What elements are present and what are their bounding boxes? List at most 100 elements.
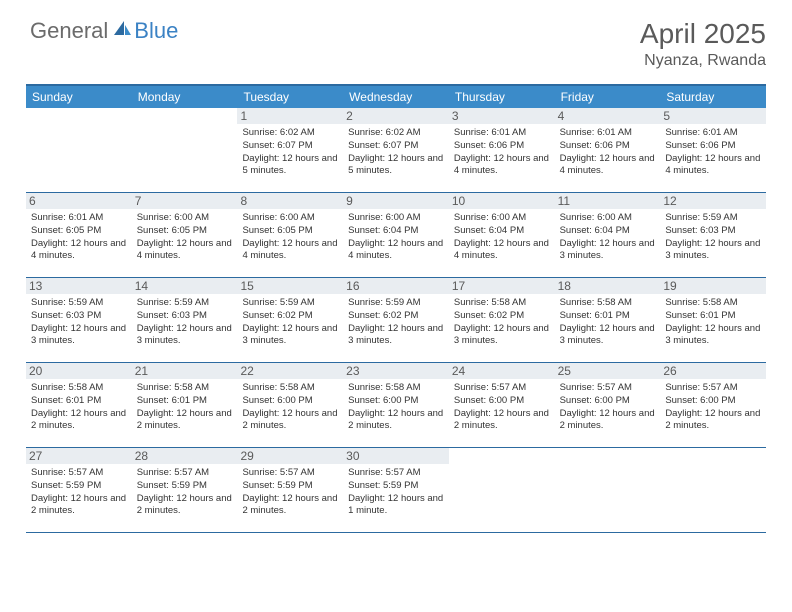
day-cell: 18 Sunrise: 5:58 AMSunset: 6:01 PMDayligh… xyxy=(555,278,661,362)
day-cell: 27 Sunrise: 5:57 AMSunset: 5:59 PMDayligh… xyxy=(26,448,132,532)
day-number: 5 xyxy=(660,108,766,124)
day-content: Sunrise: 5:59 AMSunset: 6:02 PMDaylight:… xyxy=(242,297,338,348)
day-content: Sunrise: 5:58 AMSunset: 6:01 PMDaylight:… xyxy=(31,382,127,433)
day-number: 26 xyxy=(660,363,766,379)
day-number: 28 xyxy=(132,448,238,464)
day-number: 12 xyxy=(660,193,766,209)
day-cell: 25Sunrise: 5:57 AMSunset: 6:00 PMDayligh… xyxy=(555,363,661,447)
day-content: Sunrise: 6:01 AMSunset: 6:06 PMDaylight:… xyxy=(665,127,761,178)
location-label: Nyanza, Rwanda xyxy=(640,52,766,70)
day-number: 19 xyxy=(660,278,766,294)
day-content: Sunrise: 6:00 AMSunset: 6:05 PMDaylight:… xyxy=(242,212,338,263)
day-content: Sunrise: 6:00 AMSunset: 6:04 PMDaylight:… xyxy=(560,212,656,263)
day-number: 30 xyxy=(343,448,449,464)
day-number: 16 xyxy=(343,278,449,294)
day-content: Sunrise: 6:00 AMSunset: 6:04 PMDaylight:… xyxy=(348,212,444,263)
day-cell: 8Sunrise: 6:00 AMSunset: 6:05 PMDaylight… xyxy=(237,193,343,277)
day-number: 6 xyxy=(26,193,132,209)
day-number: 2 xyxy=(343,108,449,124)
day-number: 29 xyxy=(237,448,343,464)
day-number: 4 xyxy=(555,108,661,124)
day-content: Sunrise: 5:58 AMSunset: 6:01 PMDaylight:… xyxy=(560,297,656,348)
day-cell: 14Sunrise: 5:59 AMSunset: 6:03 PMDayligh… xyxy=(132,278,238,362)
day-content: Sunrise: 5:58 AMSunset: 6:02 PMDaylight:… xyxy=(454,297,550,348)
logo-text-blue: Blue xyxy=(134,18,178,44)
day-number: 22 xyxy=(237,363,343,379)
day-content: Sunrise: 5:58 AMSunset: 6:00 PMDaylight:… xyxy=(242,382,338,433)
day-cell xyxy=(660,448,766,532)
day-content: Sunrise: 5:59 AMSunset: 6:03 PMDaylight:… xyxy=(31,297,127,348)
day-content: Sunrise: 5:57 AMSunset: 6:00 PMDaylight:… xyxy=(665,382,761,433)
dow-cell: Saturday xyxy=(660,86,766,108)
day-cell: 16 Sunrise: 5:59 AMSunset: 6:02 PMDayligh… xyxy=(343,278,449,362)
day-cell: 15 Sunrise: 5:59 AMSunset: 6:02 PMDayligh… xyxy=(237,278,343,362)
day-cell: 3 Sunrise: 6:01 AMSunset: 6:06 PMDaylight… xyxy=(449,108,555,192)
week-row: 27 Sunrise: 5:57 AMSunset: 5:59 PMDayligh… xyxy=(26,448,766,533)
day-cell: 17 Sunrise: 5:58 AMSunset: 6:02 PMDayligh… xyxy=(449,278,555,362)
day-cell: 11Sunrise: 6:00 AMSunset: 6:04 PMDayligh… xyxy=(555,193,661,277)
day-cell: 24 Sunrise: 5:57 AMSunset: 6:00 PMDayligh… xyxy=(449,363,555,447)
dow-cell: Tuesday xyxy=(237,86,343,108)
day-content: Sunrise: 5:57 AMSunset: 5:59 PMDaylight:… xyxy=(242,467,338,518)
week-row: 20Sunrise: 5:58 AMSunset: 6:01 PMDayligh… xyxy=(26,363,766,448)
day-cell: 20Sunrise: 5:58 AMSunset: 6:01 PMDayligh… xyxy=(26,363,132,447)
day-cell: 13 Sunrise: 5:59 AMSunset: 6:03 PMDayligh… xyxy=(26,278,132,362)
day-cell xyxy=(132,108,238,192)
day-number: 23 xyxy=(343,363,449,379)
day-number: 15 xyxy=(237,278,343,294)
day-cell: 10Sunrise: 6:00 AMSunset: 6:04 PMDayligh… xyxy=(449,193,555,277)
day-content: Sunrise: 5:57 AMSunset: 6:00 PMDaylight:… xyxy=(560,382,656,433)
day-content: Sunrise: 6:00 AMSunset: 6:04 PMDaylight:… xyxy=(454,212,550,263)
month-title: April 2025 xyxy=(640,18,766,50)
day-cell: 29 Sunrise: 5:57 AMSunset: 5:59 PMDayligh… xyxy=(237,448,343,532)
day-content: Sunrise: 5:59 AMSunset: 6:03 PMDaylight:… xyxy=(665,212,761,263)
day-cell: 1 Sunrise: 6:02 AMSunset: 6:07 PMDaylight… xyxy=(237,108,343,192)
day-cell: 23 Sunrise: 5:58 AMSunset: 6:00 PMDayligh… xyxy=(343,363,449,447)
day-number: 18 xyxy=(555,278,661,294)
day-content: Sunrise: 6:02 AMSunset: 6:07 PMDaylight:… xyxy=(242,127,338,178)
dow-cell: Thursday xyxy=(449,86,555,108)
day-content: Sunrise: 5:58 AMSunset: 6:00 PMDaylight:… xyxy=(348,382,444,433)
day-number: 13 xyxy=(26,278,132,294)
week-row: 6 Sunrise: 6:01 AMSunset: 6:05 PMDaylight… xyxy=(26,193,766,278)
logo-text-general: General xyxy=(30,18,108,44)
dow-cell: Friday xyxy=(555,86,661,108)
day-number: 1 xyxy=(237,108,343,124)
day-content: Sunrise: 6:01 AMSunset: 6:06 PMDaylight:… xyxy=(560,127,656,178)
day-content: Sunrise: 5:57 AMSunset: 5:59 PMDaylight:… xyxy=(137,467,233,518)
dow-cell: Sunday xyxy=(26,86,132,108)
logo-sail-icon xyxy=(112,19,132,44)
day-cell: 4 Sunrise: 6:01 AMSunset: 6:06 PMDaylight… xyxy=(555,108,661,192)
day-cell xyxy=(449,448,555,532)
day-content: Sunrise: 5:59 AMSunset: 6:02 PMDaylight:… xyxy=(348,297,444,348)
day-number: 27 xyxy=(26,448,132,464)
dow-cell: Monday xyxy=(132,86,238,108)
week-row: 13 Sunrise: 5:59 AMSunset: 6:03 PMDayligh… xyxy=(26,278,766,363)
header: General Blue April 2025 Nyanza, Rwanda xyxy=(0,0,792,78)
day-content: Sunrise: 5:58 AMSunset: 6:01 PMDaylight:… xyxy=(665,297,761,348)
logo: General Blue xyxy=(30,18,178,44)
day-cell: 30 Sunrise: 5:57 AMSunset: 5:59 PMDayligh… xyxy=(343,448,449,532)
day-number: 3 xyxy=(449,108,555,124)
day-content: Sunrise: 6:02 AMSunset: 6:07 PMDaylight:… xyxy=(348,127,444,178)
day-content: Sunrise: 6:01 AMSunset: 6:06 PMDaylight:… xyxy=(454,127,550,178)
day-number: 9 xyxy=(343,193,449,209)
day-content: Sunrise: 6:01 AMSunset: 6:05 PMDaylight:… xyxy=(31,212,127,263)
day-content: Sunrise: 5:57 AMSunset: 6:00 PMDaylight:… xyxy=(454,382,550,433)
day-number: 17 xyxy=(449,278,555,294)
day-number: 21 xyxy=(132,363,238,379)
day-cell: 12 Sunrise: 5:59 AMSunset: 6:03 PMDayligh… xyxy=(660,193,766,277)
day-cell xyxy=(26,108,132,192)
title-block: April 2025 Nyanza, Rwanda xyxy=(640,18,766,70)
day-cell: 6 Sunrise: 6:01 AMSunset: 6:05 PMDaylight… xyxy=(26,193,132,277)
day-cell: 22 Sunrise: 5:58 AMSunset: 6:00 PMDayligh… xyxy=(237,363,343,447)
day-cell: 2 Sunrise: 6:02 AMSunset: 6:07 PMDaylight… xyxy=(343,108,449,192)
day-content: Sunrise: 6:00 AMSunset: 6:05 PMDaylight:… xyxy=(137,212,233,263)
day-number: 24 xyxy=(449,363,555,379)
day-content: Sunrise: 5:59 AMSunset: 6:03 PMDaylight:… xyxy=(137,297,233,348)
day-of-week-header: SundayMondayTuesdayWednesdayThursdayFrid… xyxy=(26,86,766,108)
day-content: Sunrise: 5:57 AMSunset: 5:59 PMDaylight:… xyxy=(348,467,444,518)
day-cell: 26 Sunrise: 5:57 AMSunset: 6:00 PMDayligh… xyxy=(660,363,766,447)
day-content: Sunrise: 5:57 AMSunset: 5:59 PMDaylight:… xyxy=(31,467,127,518)
day-cell: 7Sunrise: 6:00 AMSunset: 6:05 PMDaylight… xyxy=(132,193,238,277)
